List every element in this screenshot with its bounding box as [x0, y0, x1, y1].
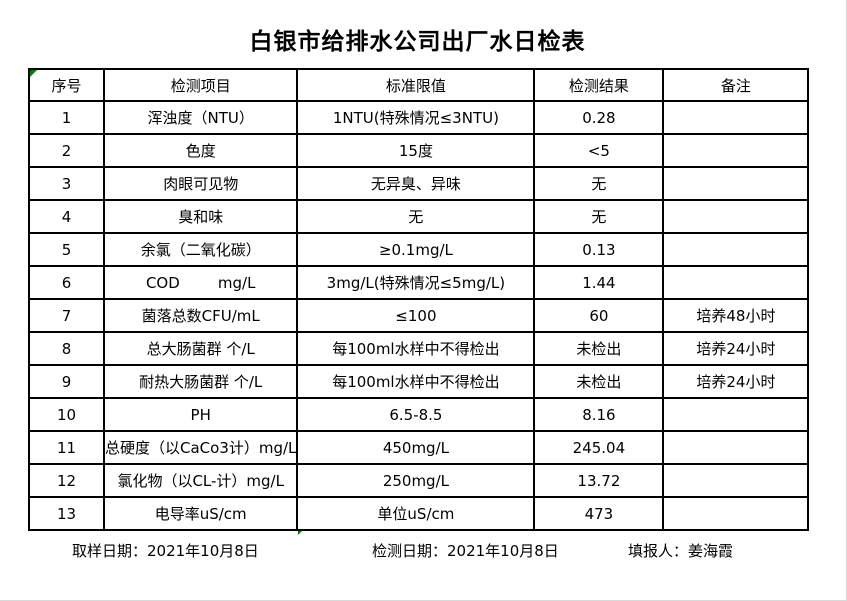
cell-item[interactable]: 肉眼可见物 [102, 166, 299, 201]
cell-limit[interactable]: ≥0.1mg/L [296, 232, 536, 267]
cell-item[interactable]: 菌落总数CFU/mL [102, 298, 299, 333]
cell-no[interactable]: 1 [28, 100, 105, 135]
cell-limit[interactable]: 单位uS/cm [296, 496, 536, 531]
cell-remark[interactable]: 培养24小时 [662, 364, 810, 399]
table-row: 1 浑浊度（NTU） 1NTU(特殊情况≤3NTU) 0.28 [28, 100, 810, 135]
cell-limit[interactable]: 无 [296, 199, 536, 234]
cell-no[interactable]: 3 [28, 166, 105, 201]
cell-limit[interactable]: 250mg/L [296, 463, 536, 498]
cell-item[interactable]: 臭和味 [102, 199, 299, 234]
cell-result[interactable]: 0.13 [533, 232, 665, 267]
cell-limit[interactable]: 无异臭、异味 [296, 166, 536, 201]
reporter-label[interactable]: 填报人：姜海霞 [628, 542, 734, 560]
table-row: 3 肉眼可见物 无异臭、异味 无 [28, 166, 810, 201]
cell-no[interactable]: 2 [28, 133, 105, 168]
cell-remark[interactable] [662, 133, 810, 168]
cell-remark[interactable]: 培养48小时 [662, 298, 810, 333]
column-header-result[interactable]: 检测结果 [533, 68, 665, 102]
cell-result[interactable]: 无 [533, 199, 665, 234]
table-row: 13 电导率uS/cm 单位uS/cm 473 [28, 496, 810, 531]
cell-result[interactable]: 473 [533, 496, 665, 531]
cell-remark[interactable] [662, 430, 810, 465]
table-row: 5 余氯（二氧化碳） ≥0.1mg/L 0.13 [28, 232, 810, 267]
table-row: 10 PH 6.5-8.5 8.16 [28, 397, 810, 432]
cell-no[interactable]: 7 [28, 298, 105, 333]
cell-no[interactable]: 4 [28, 199, 105, 234]
cell-item[interactable]: PH [102, 397, 299, 432]
cell-item[interactable]: 余氯（二氧化碳） [102, 232, 299, 267]
cell-no[interactable]: 10 [28, 397, 105, 432]
cell-no[interactable]: 8 [28, 331, 105, 366]
cell-limit[interactable]: 3mg/L(特殊情况≤5mg/L) [296, 265, 536, 300]
cell-result[interactable]: 1.44 [533, 265, 665, 300]
cell-remark[interactable]: 培养24小时 [662, 331, 810, 366]
cell-limit[interactable]: 450mg/L [296, 430, 536, 465]
column-header-item[interactable]: 检测项目 [102, 68, 299, 102]
cell-remark[interactable] [662, 199, 810, 234]
cell-no[interactable]: 12 [28, 463, 105, 498]
cell-remark[interactable] [662, 265, 810, 300]
cell-remark[interactable] [662, 166, 810, 201]
cell-remark[interactable] [662, 397, 810, 432]
cell-item[interactable]: 色度 [102, 133, 299, 168]
sampling-date-label[interactable]: 取样日期：2021年10月8日 [72, 542, 259, 560]
cell-item[interactable]: 氯化物（以CL-计）mg/L [102, 463, 299, 498]
column-header-no[interactable]: 序号 [28, 68, 105, 102]
cell-no[interactable]: 9 [28, 364, 105, 399]
table-row: 8 总大肠菌群 个/L 每100ml水样中不得检出 未检出 培养24小时 [28, 331, 810, 366]
table-row: 9 耐热大肠菌群 个/L 每100ml水样中不得检出 未检出 培养24小时 [28, 364, 810, 399]
cell-item[interactable]: 浑浊度（NTU） [102, 100, 299, 135]
page-title: 白银市给排水公司出厂水日检表 [249, 29, 586, 55]
table-row: 7 菌落总数CFU/mL ≤100 60 培养48小时 [28, 298, 810, 333]
cell-item[interactable]: COD mg/L [102, 265, 299, 300]
table-row: 6 COD mg/L 3mg/L(特殊情况≤5mg/L) 1.44 [28, 265, 810, 300]
cell-no[interactable]: 13 [28, 496, 105, 531]
cell-limit[interactable]: 1NTU(特殊情况≤3NTU) [296, 100, 536, 135]
cell-result[interactable]: 60 [533, 298, 665, 333]
column-header-remark[interactable]: 备注 [662, 68, 810, 102]
cell-item[interactable]: 耐热大肠菌群 个/L [102, 364, 299, 399]
cell-result[interactable]: 未检出 [533, 364, 665, 399]
cell-result[interactable]: 8.16 [533, 397, 665, 432]
cell-item[interactable]: 电导率uS/cm [102, 496, 299, 531]
cell-no[interactable]: 11 [28, 430, 105, 465]
cell-remark[interactable] [662, 232, 810, 267]
table-row: 2 色度 15度 <5 [28, 133, 810, 168]
cell-limit[interactable]: 15度 [296, 133, 536, 168]
cell-result[interactable]: 无 [533, 166, 665, 201]
cell-limit[interactable]: ≤100 [296, 298, 536, 333]
cell-limit[interactable]: 6.5-8.5 [296, 397, 536, 432]
inspection-table: 序号 检测项目 标准限值 检测结果 备注 1 浑浊度（NTU） 1NTU(特殊情… [28, 68, 810, 531]
cell-remark[interactable] [662, 496, 810, 531]
cell-remark[interactable] [662, 100, 810, 135]
cell-result[interactable]: <5 [533, 133, 665, 168]
cell-item[interactable]: 总硬度（以CaCo3计）mg/L [102, 430, 299, 465]
cell-error-indicator-icon [298, 529, 304, 535]
table-row: 4 臭和味 无 无 [28, 199, 810, 234]
header-row: 序号 检测项目 标准限值 检测结果 备注 [28, 68, 810, 102]
cell-result[interactable]: 0.28 [533, 100, 665, 135]
cell-no[interactable]: 6 [28, 265, 105, 300]
cell-result[interactable]: 13.72 [533, 463, 665, 498]
cell-remark[interactable] [662, 463, 810, 498]
cell-limit[interactable]: 每100ml水样中不得检出 [296, 331, 536, 366]
test-date-label[interactable]: 检测日期：2021年10月8日 [372, 542, 559, 560]
column-header-limit[interactable]: 标准限值 [296, 68, 536, 102]
cell-result[interactable]: 未检出 [533, 331, 665, 366]
cell-no[interactable]: 5 [28, 232, 105, 267]
cell-item[interactable]: 总大肠菌群 个/L [102, 331, 299, 366]
cell-result[interactable]: 245.04 [533, 430, 665, 465]
table-row: 11 总硬度（以CaCo3计）mg/L 450mg/L 245.04 [28, 430, 810, 465]
table-row: 12 氯化物（以CL-计）mg/L 250mg/L 13.72 [28, 463, 810, 498]
cell-limit[interactable]: 每100ml水样中不得检出 [296, 364, 536, 399]
